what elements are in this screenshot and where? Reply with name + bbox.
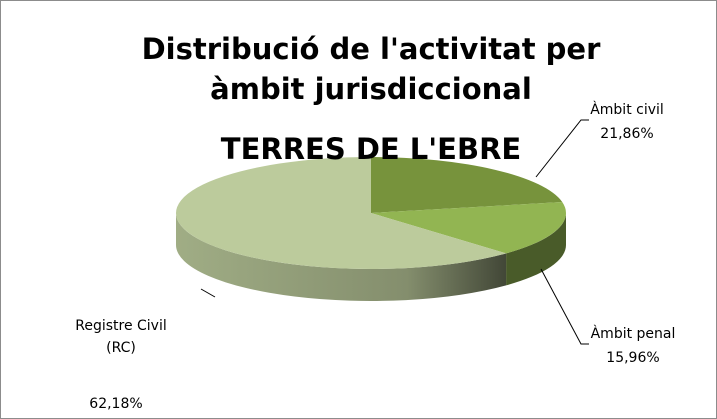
leader-line xyxy=(200,288,216,298)
data-label-value: 15,96% xyxy=(606,350,660,366)
slice xyxy=(371,157,563,213)
slice xyxy=(371,202,566,254)
leader-line xyxy=(535,119,589,178)
data-label-value: 62,18% xyxy=(89,396,143,412)
data-label-category: Àmbit penal xyxy=(590,326,676,342)
leader-line xyxy=(540,268,589,345)
slice-side xyxy=(506,213,566,286)
data-label-category: Registre Civil (RC) xyxy=(75,318,167,356)
data-label-value: 21,86% xyxy=(600,126,654,142)
slice-side xyxy=(176,213,507,301)
slice xyxy=(175,157,507,270)
data-label-category: Àmbit civil xyxy=(590,102,664,118)
chart-subtitle: TERRES DE L'EBRE xyxy=(220,132,522,166)
chart-title: Distribució de l'activitat per àmbit jur… xyxy=(141,32,601,106)
